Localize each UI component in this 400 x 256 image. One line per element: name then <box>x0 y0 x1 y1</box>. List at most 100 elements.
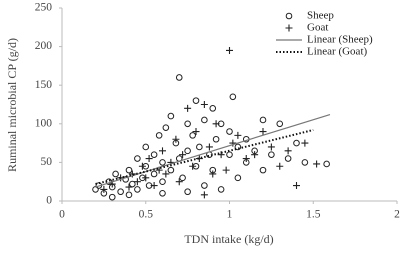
point <box>150 151 158 158</box>
point <box>167 112 175 120</box>
point <box>205 143 213 151</box>
point <box>259 116 267 124</box>
trend-line <box>95 129 314 185</box>
point <box>234 174 242 182</box>
legend-label: Linear (Goat) <box>307 46 367 58</box>
point <box>267 143 275 151</box>
point <box>268 151 275 158</box>
point <box>167 166 175 174</box>
point <box>117 188 124 196</box>
point <box>192 128 200 136</box>
y-tick-label: 100 <box>35 117 53 129</box>
point <box>134 186 141 193</box>
point <box>179 151 187 159</box>
point <box>184 120 191 128</box>
point <box>323 160 330 168</box>
point <box>200 101 208 108</box>
point <box>229 93 237 101</box>
point <box>159 189 166 197</box>
point <box>217 186 225 193</box>
point <box>226 46 233 54</box>
point <box>134 155 141 162</box>
point <box>276 162 284 170</box>
point <box>159 159 166 166</box>
x-tick-label: 0 <box>59 209 65 221</box>
point <box>133 178 141 186</box>
point <box>209 170 217 178</box>
point <box>155 132 163 139</box>
point <box>162 170 170 178</box>
point <box>150 182 158 190</box>
point <box>259 128 267 136</box>
point <box>179 174 186 182</box>
trend-line <box>95 113 331 188</box>
x-tick-label: 2 <box>394 209 400 221</box>
point <box>226 151 233 158</box>
legend-marker <box>285 12 293 20</box>
y-tick-label: 250 <box>35 2 53 14</box>
point <box>222 166 230 174</box>
x-tick-label: 0.5 <box>139 209 154 221</box>
point <box>201 116 208 124</box>
point <box>142 143 150 151</box>
point <box>200 191 208 199</box>
point <box>108 193 116 201</box>
point <box>192 97 200 104</box>
point <box>284 147 292 155</box>
point <box>125 191 133 199</box>
point <box>259 166 267 174</box>
point <box>301 159 309 166</box>
point <box>229 139 237 147</box>
point <box>162 124 170 131</box>
y-tick-label: 150 <box>35 79 53 91</box>
point <box>184 147 191 155</box>
point <box>175 178 183 186</box>
point <box>112 170 119 178</box>
point <box>138 162 146 170</box>
legend-label: Sheep <box>307 10 334 22</box>
point <box>142 174 150 182</box>
y-axis-label: Ruminal microbial CP (g/d) <box>5 38 19 172</box>
point <box>189 132 196 139</box>
point <box>172 135 180 143</box>
point <box>209 105 217 112</box>
y-tick-label: 0 <box>46 195 52 207</box>
point <box>122 176 129 183</box>
point <box>226 128 233 135</box>
point <box>196 143 203 151</box>
point <box>159 178 166 185</box>
point <box>212 120 220 128</box>
point <box>125 183 133 191</box>
point <box>293 182 300 190</box>
point <box>293 139 300 147</box>
point <box>212 135 220 143</box>
y-tick-label: 200 <box>35 40 53 52</box>
point <box>184 104 192 112</box>
point <box>276 120 284 128</box>
point <box>175 74 183 81</box>
y-tick-label: 50 <box>41 156 53 168</box>
point <box>313 160 321 168</box>
point <box>145 155 153 163</box>
point <box>234 143 242 151</box>
x-tick-label: 1 <box>227 209 233 221</box>
point <box>189 162 197 170</box>
legend-label: Goat <box>307 22 328 34</box>
point <box>100 185 108 193</box>
point <box>125 166 133 174</box>
point <box>242 155 250 163</box>
point <box>234 131 242 139</box>
point <box>251 151 259 159</box>
point <box>301 139 309 147</box>
point <box>159 147 166 155</box>
point <box>184 188 191 196</box>
point <box>201 182 208 189</box>
point <box>150 170 158 178</box>
point <box>284 155 292 162</box>
x-axis-label: TDN intake (kg/d) <box>184 232 273 246</box>
x-tick-label: 1.5 <box>306 209 321 221</box>
legend-marker <box>285 24 293 32</box>
legend-label: Linear (Sheep) <box>307 34 373 46</box>
